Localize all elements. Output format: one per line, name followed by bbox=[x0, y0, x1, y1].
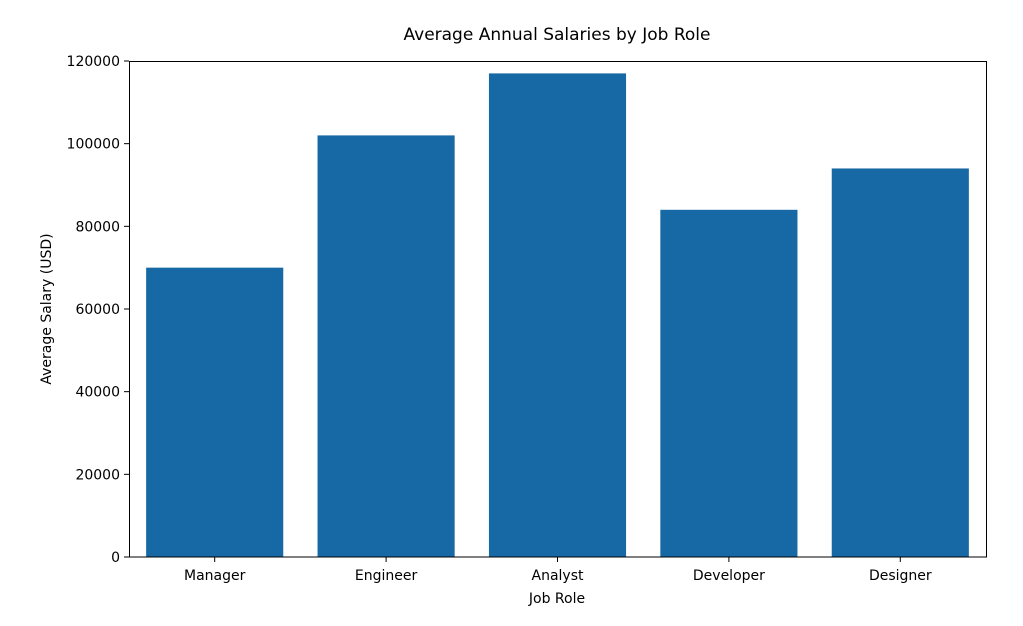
x-tick-label: Engineer bbox=[355, 568, 418, 584]
chart-title: Average Annual Salaries by Job Role bbox=[404, 25, 711, 45]
bar-manager bbox=[146, 267, 284, 557]
y-tick-label: 40000 bbox=[75, 385, 120, 401]
bar-engineer bbox=[317, 135, 455, 557]
y-tick-label: 120000 bbox=[67, 54, 120, 70]
x-tick-label: Analyst bbox=[532, 568, 584, 584]
y-tick-label: 100000 bbox=[67, 137, 120, 153]
bar-analyst bbox=[488, 73, 627, 558]
x-tick-label: Developer bbox=[693, 568, 765, 584]
x-tick-label: Manager bbox=[184, 568, 246, 584]
y-tick-label: 20000 bbox=[75, 467, 120, 483]
bar-developer bbox=[660, 209, 798, 558]
y-axis-title: Average Salary (USD) bbox=[39, 233, 55, 384]
x-axis-ticks: Manager Engineer Analyst Developer Designer bbox=[184, 557, 932, 584]
y-tick-label: 0 bbox=[111, 550, 120, 566]
x-axis-title: Job Role bbox=[528, 591, 585, 607]
y-tick-label: 80000 bbox=[75, 219, 120, 235]
x-tick-label: Designer bbox=[869, 568, 932, 584]
bar-designer bbox=[831, 168, 969, 557]
y-axis-ticks: 0 20000 40000 60000 80000 100000 120000 bbox=[67, 54, 129, 566]
y-tick-label: 60000 bbox=[75, 302, 120, 318]
bars-group bbox=[146, 73, 969, 558]
plot-frame bbox=[129, 61, 987, 558]
